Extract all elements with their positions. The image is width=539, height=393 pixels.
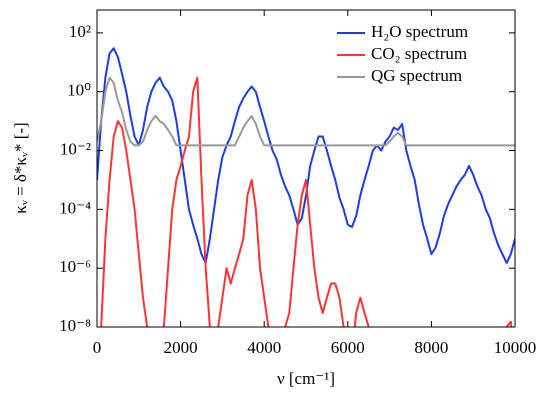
series-line (97, 76, 515, 147)
x-tick-label: 0 (93, 338, 102, 357)
plot-area (97, 47, 515, 327)
x-tick-label: 10000 (494, 338, 537, 357)
y-tick-label: 10⁻⁸ (59, 316, 91, 335)
y-tick-label: 10⁻⁶ (59, 257, 91, 276)
legend-label: QG spectrum (371, 66, 462, 85)
y-tick-label: 10⁰ (67, 81, 91, 100)
x-tick-label: 4000 (247, 338, 281, 357)
y-axis-label: κᵥ = δ*κᵥ* [-] (11, 122, 30, 213)
x-tick-label: 8000 (414, 338, 448, 357)
x-tick-label: 6000 (331, 338, 365, 357)
y-tick-label: 10⁻² (60, 139, 91, 158)
x-axis-label: ν [cm⁻¹] (277, 369, 335, 388)
legend-label: CO₂ spectrum (371, 44, 467, 63)
y-tick-label: 10⁻⁴ (59, 198, 91, 217)
x-tick-label: 2000 (164, 338, 198, 357)
axes-frame (96, 9, 516, 328)
legend-label: H₂O spectrum (371, 22, 468, 41)
series-line (100, 76, 513, 327)
y-tick-label: 10² (69, 22, 91, 41)
series-line (97, 47, 515, 264)
